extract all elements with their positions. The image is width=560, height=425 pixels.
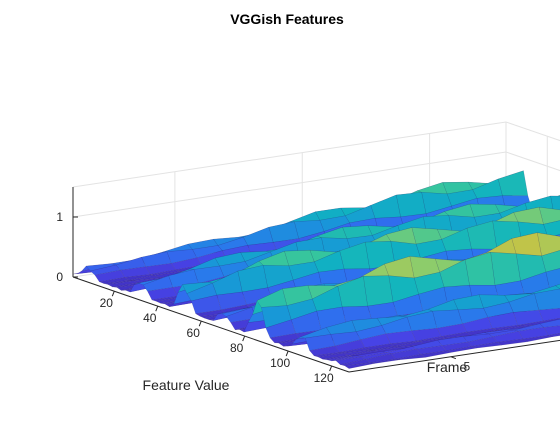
surface-patch [290,212,320,222]
surface-patch [396,192,426,217]
surface-plot [73,171,560,369]
chart-title: VGGish Features [230,11,344,27]
y-axis-label: Frame [427,359,468,375]
x-tick-label: 60 [187,326,201,340]
surface-patch [363,276,393,306]
surface-patch [243,227,273,245]
x-tick-label: 80 [230,341,244,355]
x-axis-label: Feature Value [143,377,230,393]
surface-patch [498,171,528,196]
z-tick-label: 0 [56,270,63,284]
surface-patch [473,179,503,198]
x-tick-label: 120 [314,371,334,385]
grid-line [73,122,506,187]
x-tick-label: 40 [143,311,157,325]
z-tick-label: 1 [56,210,63,224]
surface-patch [491,252,521,285]
x-tick-label: 20 [100,296,114,310]
surface-patch [371,195,401,218]
x-tick-label: 100 [270,356,290,370]
